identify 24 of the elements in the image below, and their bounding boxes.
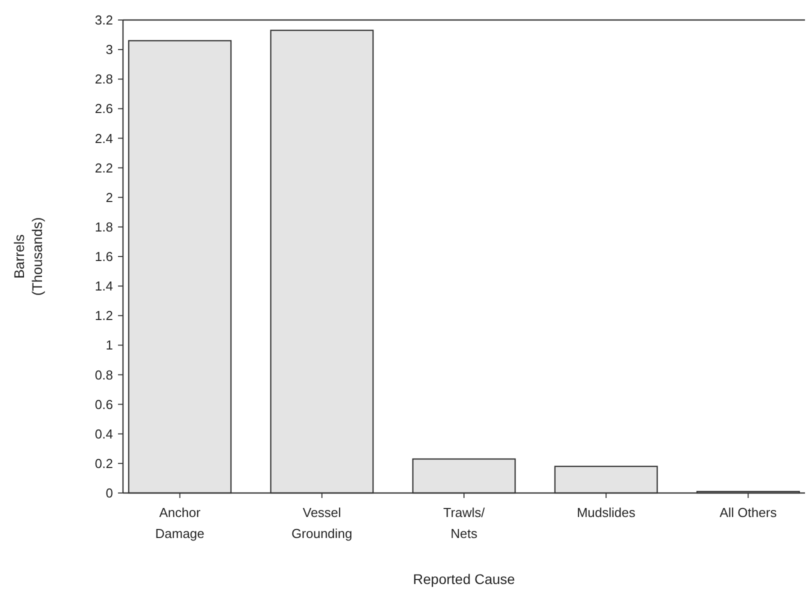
x-tick-label: Mudslides [576, 505, 636, 520]
x-tick-label: Trawls/ Nets [443, 505, 486, 541]
y-tick-label: 3.2 [94, 12, 113, 28]
y-tick-label: 2.6 [94, 101, 113, 116]
y-tick-label: 1.8 [94, 219, 113, 234]
y-tick-label: 0.6 [94, 396, 113, 412]
y-tick-label: 0.2 [94, 456, 113, 471]
y-tick-label: 1.4 [94, 278, 113, 294]
y-tick-label: 1 [106, 338, 113, 353]
x-axis-title: Reported Cause [413, 571, 516, 587]
y-tick-label: 2.4 [94, 130, 113, 146]
y-tick-label: 2.2 [94, 160, 113, 176]
x-tick-label: Vessel Grounding [292, 505, 352, 541]
y-tick-label: 2 [106, 190, 113, 205]
x-tick-label: All Others [720, 505, 778, 520]
y-tick-label: 1.2 [94, 308, 113, 324]
y-tick-label: 0 [106, 486, 113, 501]
y-tick-label: 3 [106, 42, 113, 58]
x-tick-label: Anchor Damage [155, 505, 204, 541]
y-tick-label: 0.8 [94, 367, 113, 382]
y-tick-label: 1.6 [94, 249, 113, 264]
y-axis-title: Barrels (Thousands) [11, 217, 45, 296]
y-tick-label: 2.8 [94, 72, 113, 87]
y-tick-label: 0.4 [94, 426, 113, 442]
